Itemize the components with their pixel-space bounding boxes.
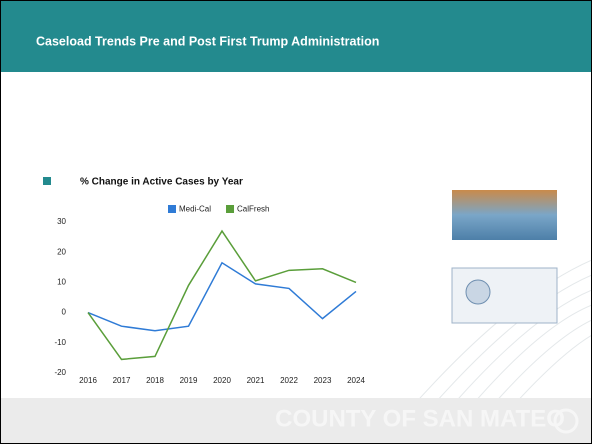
x-tick-label: 2018	[146, 376, 164, 385]
x-tick-label: 2020	[213, 376, 231, 385]
chart-title: % Change in Active Cases by Year	[80, 177, 243, 188]
y-tick-label: -20	[54, 368, 66, 377]
y-tick-label: -10	[54, 338, 66, 347]
legend-label: CalFresh	[237, 205, 269, 214]
x-tick-label: 2024	[347, 376, 365, 385]
series-line	[87, 229, 357, 361]
footer-band	[0, 398, 592, 444]
header-bar	[0, 0, 592, 72]
card-seal	[465, 279, 491, 305]
footer-seal	[553, 408, 579, 434]
footer-logo: COUNTY OF SAN MATEO	[275, 405, 565, 432]
x-tick-label: 2016	[79, 376, 97, 385]
y-tick-label: 10	[57, 278, 66, 287]
x-tick-label: 2021	[247, 376, 265, 385]
card-image-advantage	[452, 190, 557, 240]
series-line	[87, 261, 357, 332]
bullet	[43, 177, 51, 185]
header-title: Caseload Trends Pre and Post First Trump…	[36, 34, 379, 48]
y-tick-label: 0	[62, 308, 67, 317]
y-tick-label: 30	[57, 217, 66, 226]
legend-swatch	[226, 205, 235, 213]
y-tick-label: 20	[57, 247, 66, 256]
x-tick-label: 2019	[180, 376, 198, 385]
x-tick-label: 2017	[113, 376, 131, 385]
x-tick-label: 2023	[314, 376, 332, 385]
legend-swatch	[168, 205, 176, 213]
x-tick-label: 2022	[280, 376, 298, 385]
legend-label: Medi-Cal	[179, 205, 211, 214]
